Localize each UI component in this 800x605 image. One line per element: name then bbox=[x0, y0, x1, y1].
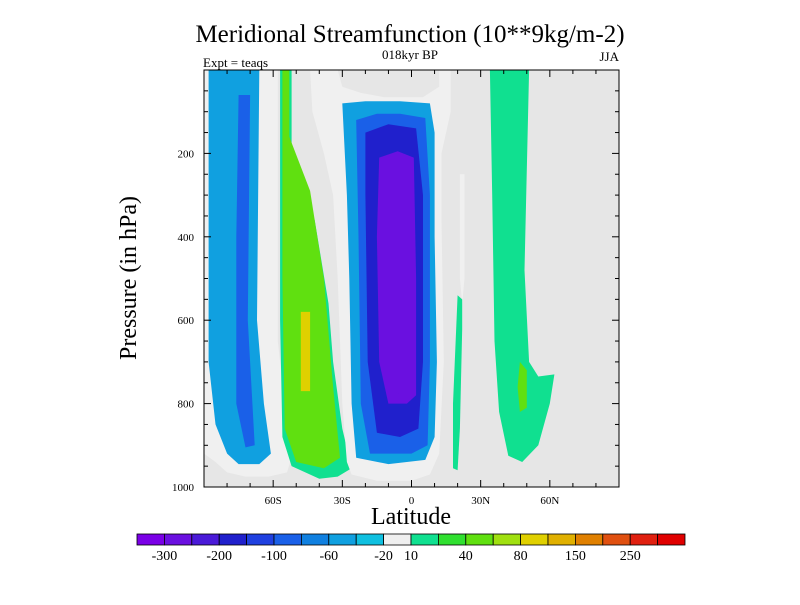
colorbar-label: -300 bbox=[152, 549, 178, 564]
colorbar-swatch bbox=[520, 533, 549, 546]
x-tick-label: 60N bbox=[540, 495, 559, 507]
colorbar-swatch bbox=[575, 533, 604, 546]
x-tick-label: 30S bbox=[334, 495, 351, 507]
contour-region bbox=[300, 311, 311, 392]
y-tick-label: 600 bbox=[178, 315, 195, 327]
colorbar-swatch bbox=[218, 533, 247, 546]
colorbar-label: 10 bbox=[404, 549, 418, 564]
colorbar-swatch bbox=[163, 533, 193, 546]
experiment-label: Expt = teaqs bbox=[203, 55, 268, 70]
contour-region bbox=[459, 174, 465, 304]
season-label: JJA bbox=[599, 49, 619, 64]
colorbar-label: 150 bbox=[565, 549, 586, 564]
colorbar-label: -20 bbox=[374, 549, 393, 564]
colorbar-swatch bbox=[328, 533, 357, 546]
colorbar-label: -200 bbox=[206, 549, 232, 564]
colorbar-swatch bbox=[629, 533, 659, 546]
contour-region bbox=[236, 95, 255, 448]
contour-region bbox=[517, 361, 527, 412]
chart-title: Meridional Streamfunction (10**9kg/m-2) bbox=[195, 21, 624, 48]
colorbar-swatch bbox=[136, 533, 165, 546]
contour-region bbox=[453, 295, 463, 471]
x-tick-label: 30N bbox=[471, 495, 490, 507]
axes-layer: 60S 30S 0 30N 60N 200 400 600 800 1000 bbox=[172, 69, 620, 507]
colorbar-label: 250 bbox=[620, 549, 641, 564]
colorbar-swatch bbox=[437, 533, 467, 546]
x-tick-label: 60S bbox=[265, 495, 282, 507]
contour-region bbox=[388, 236, 412, 396]
colorbar-swatch bbox=[191, 533, 220, 546]
contour-layer bbox=[204, 70, 619, 487]
x-axis-label: Latitude bbox=[371, 504, 451, 530]
y-tick-label: 200 bbox=[178, 148, 195, 160]
colorbar-swatch bbox=[383, 533, 412, 546]
y-tick-label: 800 bbox=[178, 399, 195, 411]
colorbar-label: -100 bbox=[261, 549, 287, 564]
colorbar-swatch bbox=[300, 533, 330, 546]
colorbar-swatch bbox=[410, 533, 439, 546]
chart-subtitle: 018kyr BP bbox=[382, 47, 438, 62]
colorbar-swatch bbox=[492, 533, 522, 546]
colorbar-swatch bbox=[246, 533, 275, 546]
contour-region bbox=[489, 70, 555, 462]
colorbar-label: 40 bbox=[459, 549, 473, 564]
contour-region bbox=[282, 70, 340, 469]
colorbar-swatch bbox=[273, 533, 302, 546]
colorbar-label: 80 bbox=[514, 549, 528, 564]
x-tick-label: 0 bbox=[409, 495, 415, 507]
y-tick-label: 400 bbox=[178, 232, 195, 244]
colorbar-swatch bbox=[465, 533, 494, 546]
y-axis-label: Pressure (in hPa) bbox=[116, 196, 142, 360]
y-tick-label: 1000 bbox=[172, 482, 195, 494]
colorbar-swatch bbox=[602, 533, 631, 546]
colorbar-swatch bbox=[657, 533, 686, 546]
colorbar: -300 -200 -100 -60 -20 10 40 80 150 250 bbox=[136, 533, 686, 564]
colorbar-swatch bbox=[355, 533, 385, 546]
colorbar-label: -60 bbox=[319, 549, 338, 564]
colorbar-swatch bbox=[547, 533, 576, 546]
